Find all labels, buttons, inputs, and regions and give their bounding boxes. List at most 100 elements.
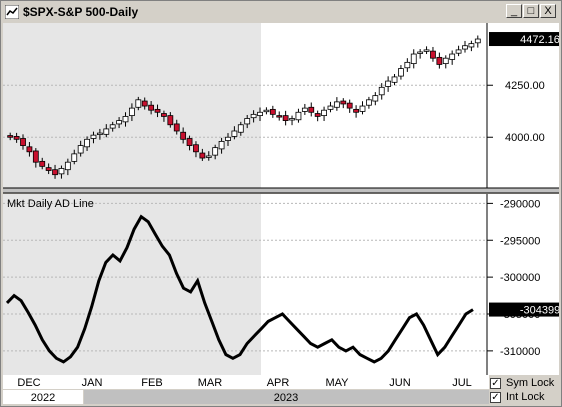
candle-body xyxy=(308,106,315,113)
candle-body xyxy=(13,136,20,140)
year-segment-2022 xyxy=(3,390,83,404)
candle-body xyxy=(26,146,33,153)
title-bar[interactable]: $SPX-S&P 500-Daily _ □ X xyxy=(1,1,561,23)
candle-body xyxy=(359,105,366,112)
candle-body xyxy=(52,169,58,176)
candle-body xyxy=(346,102,353,109)
int-lock-label: Int Lock xyxy=(506,391,545,403)
candle-body xyxy=(366,99,372,106)
price-tick-label: 4000.00 xyxy=(505,132,545,144)
candle-body xyxy=(410,53,417,65)
candle-body xyxy=(84,138,90,148)
ad-tick-label: -310000 xyxy=(500,346,540,358)
candle-body xyxy=(7,135,14,138)
candle-body xyxy=(474,38,481,44)
candle-body xyxy=(237,124,244,133)
candle-body xyxy=(180,131,187,140)
candle-body xyxy=(39,160,46,167)
candle-body xyxy=(455,49,462,54)
candle-body xyxy=(436,56,443,65)
candle-body xyxy=(449,53,456,60)
candle-body xyxy=(295,111,302,121)
candle-body xyxy=(372,95,379,102)
chart-app-icon xyxy=(5,5,19,19)
candle-body xyxy=(116,120,122,125)
candle-body xyxy=(353,108,359,113)
ad-pane-title: Mkt Daily AD Line xyxy=(7,198,94,210)
candle-body xyxy=(423,49,430,52)
candle-body xyxy=(71,153,78,162)
month-label: APR xyxy=(267,377,290,389)
candle-body xyxy=(135,99,142,108)
candle-body xyxy=(289,118,295,121)
candle-body xyxy=(90,134,97,139)
candle-body xyxy=(430,50,436,59)
ad-tick-label: -300000 xyxy=(500,272,540,284)
ad-line-series xyxy=(5,214,474,364)
price-tick-label: 4250.00 xyxy=(505,80,545,92)
ad-axis-bg xyxy=(487,194,559,375)
candle-body xyxy=(122,116,129,123)
candle-body xyxy=(154,108,161,113)
price-current-value: 4472.16 xyxy=(520,34,559,46)
candle-body xyxy=(77,145,84,154)
candle-body xyxy=(263,109,270,113)
candle-body xyxy=(269,108,276,115)
candle-body xyxy=(161,113,167,117)
sym-lock-label: Sym Lock xyxy=(506,377,555,389)
check-icon: ✓ xyxy=(490,392,501,403)
candle-body xyxy=(257,111,263,117)
price-axis-bg xyxy=(487,23,559,188)
candle-body xyxy=(199,152,206,159)
check-icon: ✓ xyxy=(490,378,501,389)
candle-body xyxy=(148,104,155,111)
chart-area[interactable]: 4250.00 4000.00 Mkt Daily AD Line -290000… xyxy=(3,23,559,377)
candle-body xyxy=(327,105,334,110)
ad-tick-label: -290000 xyxy=(500,198,540,210)
candle-body xyxy=(20,138,26,146)
pane-divider[interactable] xyxy=(3,188,559,193)
minimize-button[interactable]: _ xyxy=(506,4,522,18)
candle-body xyxy=(186,138,193,146)
int-lock-checkbox[interactable]: ✓ Int Lock xyxy=(489,391,561,405)
candle-body xyxy=(167,115,174,126)
month-label: DEC xyxy=(17,377,40,389)
candle-body xyxy=(340,100,347,105)
candle-body xyxy=(193,144,199,153)
candle-body xyxy=(64,161,71,171)
candle-body xyxy=(32,150,39,163)
candle-body xyxy=(417,51,424,54)
candle-body xyxy=(378,86,385,96)
close-button[interactable]: X xyxy=(540,4,556,18)
candle-body xyxy=(468,43,475,48)
candle-body xyxy=(231,130,238,137)
candle-body xyxy=(442,57,449,65)
ad-tick-label: -295000 xyxy=(500,235,540,247)
candle-body xyxy=(462,45,468,50)
candle-body xyxy=(385,80,392,87)
candle-body xyxy=(225,136,231,141)
date-axis: DEC JAN FEB MAR APR MAY JUN JUL 2022 2023 xyxy=(3,375,489,404)
price-value-box xyxy=(489,32,559,47)
month-label: MAR xyxy=(198,377,223,389)
candle-body xyxy=(129,107,135,117)
candle-body xyxy=(45,167,52,171)
maximize-button[interactable]: □ xyxy=(523,4,539,18)
ad-current-value: -304399 xyxy=(520,305,559,317)
candle-body xyxy=(282,115,289,122)
sym-lock-checkbox[interactable]: ✓ Sym Lock xyxy=(489,377,561,391)
candle-body xyxy=(301,107,308,112)
window-title: $SPX-S&P 500-Daily xyxy=(23,5,139,19)
candle-body xyxy=(398,68,404,77)
candle-body xyxy=(244,118,251,125)
candle-body xyxy=(333,101,340,108)
month-label: JAN xyxy=(82,377,103,389)
candle-body xyxy=(141,100,148,107)
candle-body xyxy=(391,76,398,83)
year-label-2022: 2022 xyxy=(31,392,55,404)
candle-body xyxy=(250,113,257,119)
month-label: FEB xyxy=(141,377,162,389)
candle-body xyxy=(205,155,212,158)
candle-body xyxy=(212,147,219,156)
